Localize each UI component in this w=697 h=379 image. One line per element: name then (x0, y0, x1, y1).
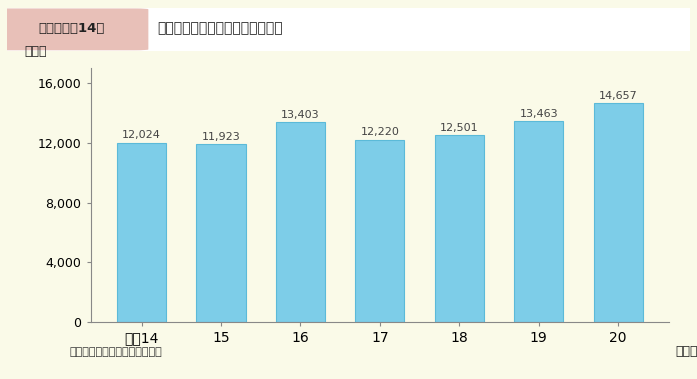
Text: 13,463: 13,463 (519, 109, 558, 119)
Bar (514, 121, 563, 322)
FancyBboxPatch shape (0, 5, 697, 53)
Text: 11,923: 11,923 (201, 132, 240, 142)
Text: 第１－５－14図: 第１－５－14図 (38, 22, 105, 35)
Text: 13,403: 13,403 (281, 110, 320, 120)
Text: 12,501: 12,501 (440, 123, 479, 133)
Bar (197, 144, 245, 322)
Bar (355, 139, 404, 322)
Bar (117, 143, 166, 322)
Bar (435, 135, 484, 322)
Bar (594, 103, 643, 322)
Bar (276, 122, 325, 322)
Text: ストーカー事案に関する認知件数: ストーカー事案に関する認知件数 (158, 22, 283, 36)
FancyBboxPatch shape (0, 8, 148, 50)
Text: （年）: （年） (675, 345, 697, 358)
Text: 12,024: 12,024 (122, 130, 161, 140)
Text: （備考）警察庁資料より作成。: （備考）警察庁資料より作成。 (70, 347, 162, 357)
Text: 14,657: 14,657 (599, 91, 638, 101)
Text: 12,220: 12,220 (360, 127, 399, 137)
Text: （件）: （件） (24, 45, 47, 58)
